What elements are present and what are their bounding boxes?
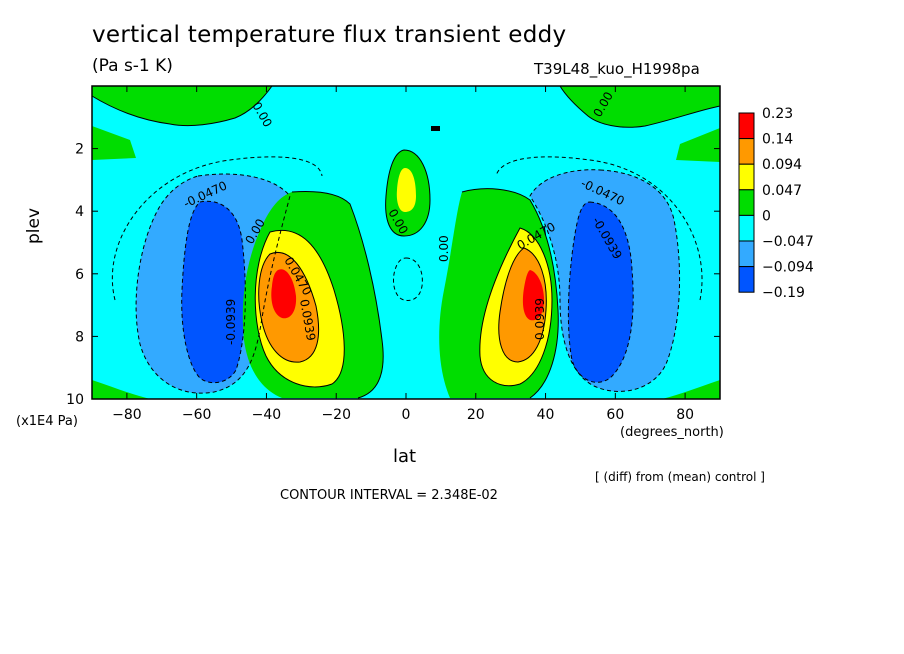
x-tick-label: 80 [676,407,694,423]
left-edge-positive-region [92,126,136,160]
contour-field: 0.00 0.00 -0.0470 -0.0470 -0.0939 -0.093… [91,85,721,399]
x-axis-units: (degrees_north) [620,425,724,440]
diff-note: [ (diff) from (mean) control ] [595,470,765,484]
contour-line [567,201,634,383]
legend-swatch [738,138,755,165]
top-right-positive-region [560,86,720,128]
legend-label: 0.23 [762,106,793,122]
top-left-positive-region [92,86,272,126]
chart-units: (Pa s-1 K) [92,56,173,76]
legend-label: −0.094 [762,260,814,276]
color-legend: 0.23 0.14 0.094 0.047 0 −0.047 −0.094 −0.19 [738,106,814,301]
chart-title: vertical temperature flux transient eddy [92,22,567,48]
contour-line [385,149,431,237]
contour-interval: CONTOUR INTERVAL = 2.348E-02 [280,488,498,503]
run-label: T39L48_kuo_H1998pa [534,60,700,78]
y-tick-label: 2 [75,142,84,158]
legend-label: 0.14 [762,132,793,148]
legend-swatch [738,163,755,191]
x-tick-label: 60 [606,407,624,423]
x-tick-label: 20 [467,407,485,423]
contour-line [135,173,291,394]
contour-line [461,188,559,399]
equator-positive-core [396,168,416,212]
legend-swatch [738,189,755,216]
bottom-right-positive-region [662,380,720,399]
y-tick-label: 6 [75,267,84,283]
contour-line [258,252,320,363]
y-axis-units: (x1E4 Pa) [16,414,78,429]
y-tick-label: 8 [75,329,84,345]
contour-label: 0.00 [437,235,451,262]
legend-label: −0.19 [762,285,805,301]
contour-line [559,85,721,128]
left-positive-core [271,269,297,319]
y-ticks: 2 4 6 8 10 [66,142,720,408]
legend-label: −0.047 [762,234,814,250]
contour-line [495,156,703,301]
x-tick-label: −40 [252,407,282,423]
solid-contours [91,85,721,399]
right-positive-core [522,270,544,321]
x-tick-label: 40 [537,407,555,423]
x-tick-label: −60 [182,407,212,423]
contour-line [529,169,681,392]
x-axis-label: lat [393,446,417,467]
small-dark-patch [431,126,440,131]
dashed-contours [111,156,703,394]
y-tick-label: 10 [66,392,84,408]
contour-line [393,257,423,301]
contour-line [498,247,547,363]
x-ticks: −80 −60 −40 −20 0 20 40 60 80 [112,86,694,423]
legend-label: 0.094 [762,157,802,173]
legend-swatch [738,112,755,140]
right-negative-core [568,202,634,383]
y-tick-label: 4 [75,204,84,220]
legend-swatch [738,240,755,268]
left-negative-core [181,201,246,383]
contour-line [479,227,553,387]
contour-label: -0.0939 [224,299,238,345]
x-tick-label: 0 [402,407,411,423]
legend-swatch [738,214,755,242]
legend-label: 0.047 [762,183,802,199]
bottom-left-positive-region [92,380,150,399]
contour-line [91,85,273,127]
legend-label: 0 [762,208,771,224]
contour-line [291,191,384,399]
x-tick-label: −80 [112,407,142,423]
contour-line [254,230,345,388]
contour-line [111,156,323,301]
x-tick-label: −20 [321,407,351,423]
right-edge-positive-region [676,128,720,162]
legend-swatch [738,266,755,293]
contour-label: 0.0939 [533,298,547,340]
